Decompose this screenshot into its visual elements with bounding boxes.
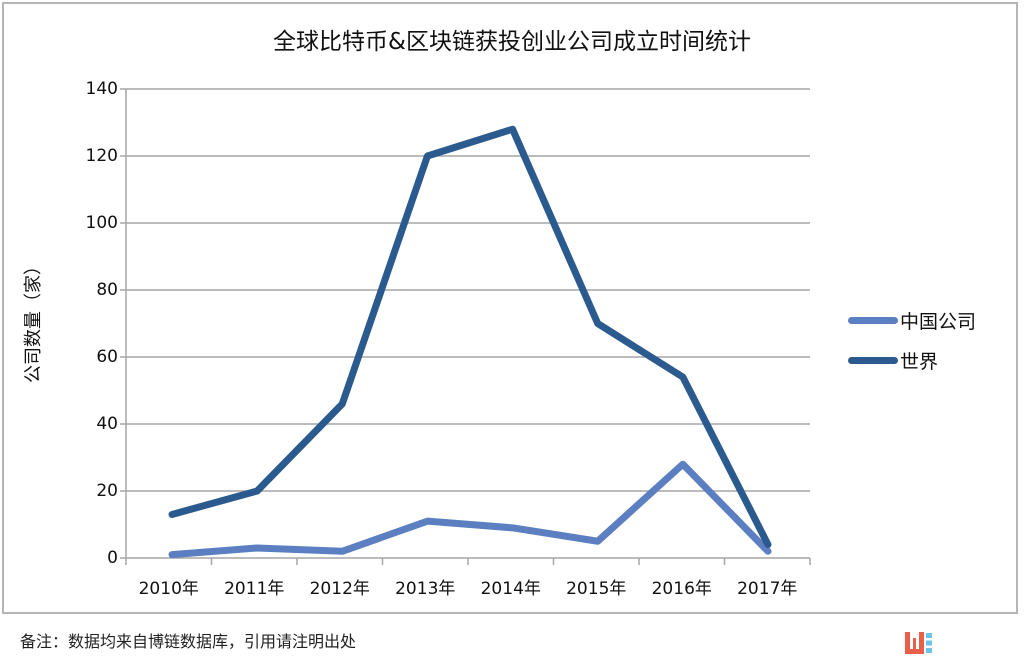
legend-swatch-china bbox=[848, 317, 898, 324]
legend-swatch-world bbox=[848, 357, 898, 364]
x-tick-label: 2014年 bbox=[480, 579, 541, 599]
x-tick-label: 2012年 bbox=[309, 579, 370, 599]
y-tick-label: 20 bbox=[96, 481, 118, 501]
y-tick-label: 140 bbox=[85, 79, 118, 99]
y-tick-label: 120 bbox=[85, 146, 118, 166]
series-line-china bbox=[168, 460, 772, 559]
y-tick-label: 60 bbox=[96, 347, 118, 367]
y-tick-label: 80 bbox=[96, 280, 118, 300]
brand-logo-icon bbox=[905, 632, 932, 654]
x-tick-label: 2017年 bbox=[737, 579, 798, 599]
y-tick-label: 0 bbox=[107, 548, 118, 568]
footer-note: 备注：数据均来自博链数据库，引用请注明出处 bbox=[20, 632, 357, 651]
legend-item-china: 中国公司 bbox=[848, 307, 976, 334]
legend-label-world: 世界 bbox=[900, 351, 939, 373]
series-line-world bbox=[168, 125, 772, 549]
x-tick-label: 2010年 bbox=[138, 579, 199, 599]
y-tick-label: 100 bbox=[85, 213, 118, 233]
x-tick-label: 2015年 bbox=[566, 579, 627, 599]
legend-label-china: 中国公司 bbox=[900, 311, 977, 333]
chart-title: 全球比特币&区块链获投创业公司成立时间统计 bbox=[273, 29, 751, 55]
x-tick-label: 2011年 bbox=[224, 579, 285, 599]
legend-item-world: 世界 bbox=[848, 347, 938, 374]
x-tick-label: 2013年 bbox=[395, 579, 456, 599]
x-tick-label: 2016年 bbox=[651, 579, 712, 599]
y-tick-label: 40 bbox=[96, 414, 118, 434]
